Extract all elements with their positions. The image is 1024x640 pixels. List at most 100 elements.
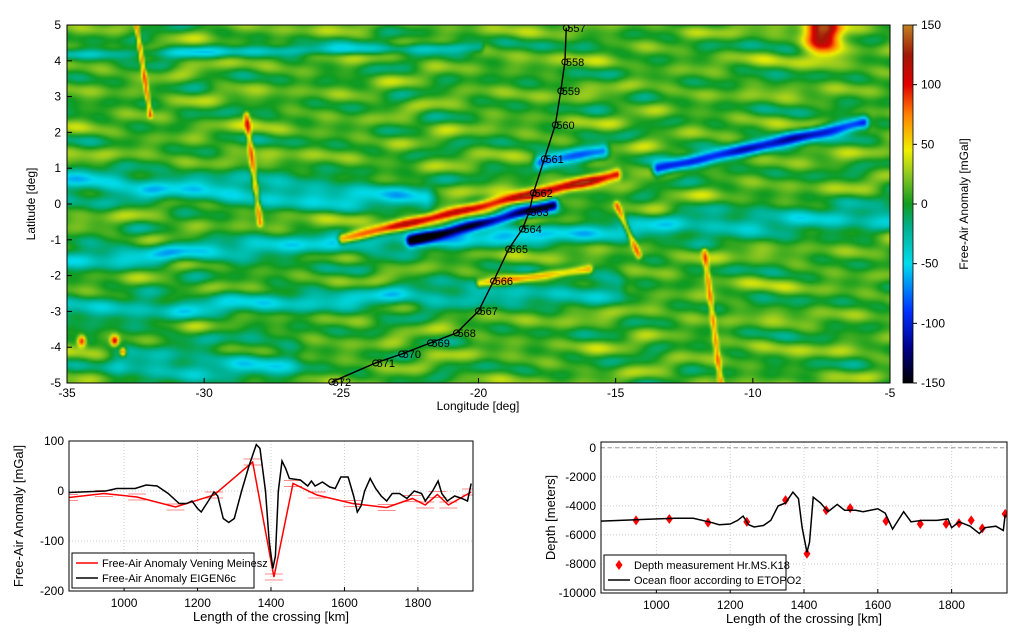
series-line: [601, 490, 1006, 553]
map-ytick-label: 4: [54, 54, 61, 68]
ytick-label: -6000: [565, 528, 596, 542]
station-label: 569: [431, 338, 449, 350]
depth-measurement-point: [942, 519, 950, 530]
map-xtick-label: -15: [607, 386, 625, 400]
ylabel: Depth [meters]: [543, 475, 558, 560]
anomaly-map: 557 558 559 560 561 562 563 564 565 566 567 568 569 5…: [24, 18, 896, 413]
station-marker: [561, 58, 569, 66]
map-xtick-label: -25: [333, 386, 351, 400]
xtick-label: 1600: [331, 596, 358, 610]
xtick-label: 1200: [717, 598, 744, 612]
colorbar-tick-label: 0: [921, 197, 928, 211]
legend-label: Free-Air Anomaly EIGEN6c: [102, 573, 236, 585]
colorbar-gradient: [902, 24, 914, 384]
station-label: 562: [534, 188, 552, 200]
legend-label: Free-Air Anomaly Vening Meinesz: [102, 558, 268, 570]
station-label: 568: [458, 328, 476, 340]
depth-measurement-point: [955, 518, 963, 529]
series-group: [601, 490, 1007, 559]
colorbar-tick-label: 100: [921, 78, 941, 92]
track-line: [331, 27, 567, 383]
map-ytick-label: -4: [50, 340, 61, 354]
station-marker: [426, 339, 434, 347]
plot-frame: [600, 441, 1008, 594]
station-marker: [372, 359, 380, 367]
map-ytick-label: -2: [50, 269, 61, 283]
depth-measurement-point: [704, 517, 712, 528]
map-xtick-label: -20: [470, 386, 488, 400]
station-marker: [505, 245, 513, 253]
station-label: 558: [566, 57, 584, 69]
xtick-label: 1800: [938, 598, 965, 612]
map-ytick-label: -3: [50, 304, 61, 318]
xtick-label: 1600: [864, 598, 891, 612]
map-ytick-label: 2: [54, 125, 61, 139]
ytick-label: -2000: [565, 470, 596, 484]
station-marker: [540, 155, 548, 163]
ytick-label: 100: [44, 434, 64, 448]
ytick-label: -200: [40, 584, 64, 598]
map-ytick-label: 0: [54, 197, 61, 211]
depth-measurement-point: [782, 495, 790, 506]
ytick-label: -10000: [559, 586, 597, 600]
station-label: 571: [377, 358, 395, 370]
colorbar-tick-label: -150: [921, 376, 945, 390]
map-ytick-label: 3: [54, 90, 61, 104]
station-marker: [525, 208, 533, 216]
heatmap-image: [67, 25, 890, 383]
ytick-label: 0: [589, 441, 596, 455]
xtick-label: 1000: [111, 596, 138, 610]
station-marker: [475, 307, 482, 315]
station-marker: [518, 225, 526, 233]
colorbar-tick-label: -100: [921, 316, 945, 330]
colorbar-tick-label: -50: [921, 257, 939, 271]
colorbar-tick-label: 150: [921, 18, 941, 32]
map-ytick-label: 1: [54, 161, 61, 175]
station-marker: [557, 87, 565, 95]
station-label: 566: [495, 276, 513, 288]
station-marker: [529, 189, 537, 197]
depth-profile: 1000 1200 1400 1600 1800 0 -2000 -4000 -6000 -800…: [543, 441, 1008, 626]
station-label: 561: [545, 154, 563, 166]
xtick-label: 1200: [184, 596, 211, 610]
map-xtick-label: -5: [885, 386, 896, 400]
map-ytick-label: -1: [50, 233, 61, 247]
legend-label: Ocean floor according to ETOPO2: [634, 575, 801, 587]
plot-frame: [68, 440, 474, 592]
depth-measurement-point: [803, 548, 811, 559]
depth-measurement-point: [978, 523, 986, 534]
ytick-label: 0: [57, 484, 64, 498]
series-line: [69, 443, 472, 569]
station-marker: [490, 277, 498, 285]
series-group: [69, 443, 473, 581]
station-label: 570: [403, 349, 421, 361]
ytick-label: -4000: [565, 499, 596, 513]
legend-marker: [615, 560, 623, 570]
station-label: 563: [530, 207, 548, 219]
station-label: 557: [567, 23, 585, 35]
colorbar-tick-label: 50: [921, 137, 935, 151]
map-xtick-label: -30: [195, 386, 213, 400]
legend-label: Depth measurement Hr.MS.K18: [634, 560, 790, 572]
station-label: 565: [510, 244, 528, 256]
xtick-label: 1400: [791, 598, 818, 612]
xlabel: Length of the crossing [km]: [193, 609, 349, 624]
depth-measurement-point: [846, 503, 854, 514]
ylabel: Free-Air Anomaly [mGal]: [11, 445, 26, 587]
xtick-label: 1400: [258, 596, 285, 610]
ytick-label: -8000: [565, 557, 596, 571]
legend: [71, 552, 255, 589]
xtick-label: 1800: [405, 596, 432, 610]
map-xtick-label: -35: [58, 386, 76, 400]
station-marker: [551, 121, 559, 129]
ship-track: 557 558 559 560 561 562 563 564 565 566 567 568 569 5…: [328, 23, 586, 389]
ytick-label: -100: [40, 534, 64, 548]
station-marker: [328, 378, 336, 386]
station-marker: [398, 350, 406, 358]
depth-measurement-point: [967, 515, 975, 526]
map-ytick-label: -5: [50, 376, 61, 390]
colorbar-label: Free-Air Anomaly [mGal]: [957, 138, 971, 269]
series-line: [69, 460, 472, 578]
